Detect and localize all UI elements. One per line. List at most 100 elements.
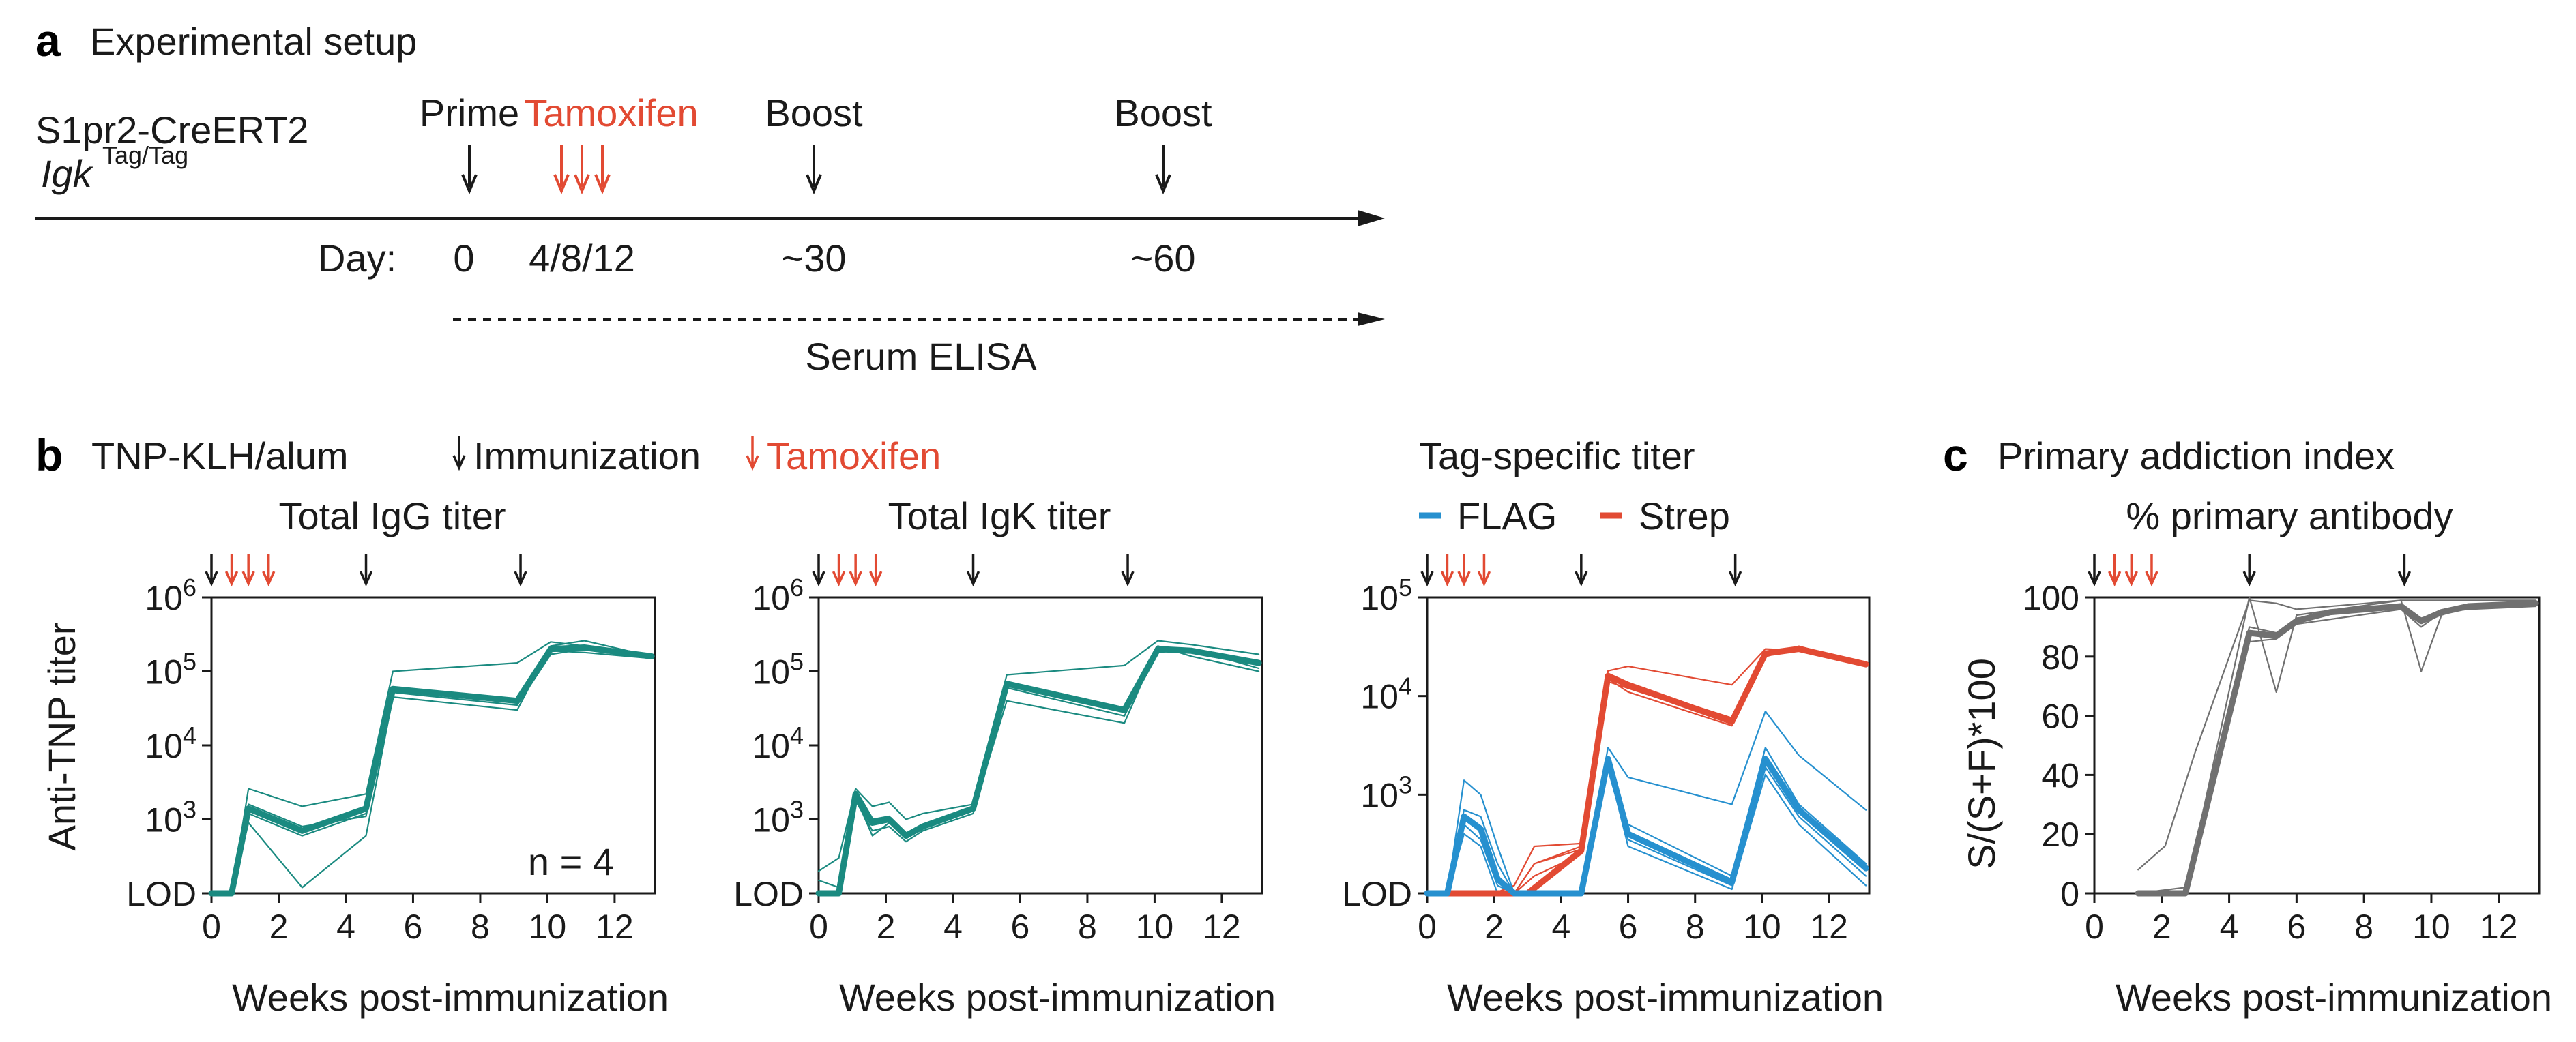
immunization-arrow-icon (205, 554, 218, 587)
serum-arrowhead-icon (1358, 312, 1385, 326)
x-tick-label: 4 (2220, 908, 2239, 946)
immunization-arrow-icon (514, 554, 527, 587)
y-tick-label: 103 (1360, 771, 1412, 814)
tamoxifen-arrow-icon (1440, 554, 1454, 587)
y-tick-label: 20 (2041, 816, 2079, 854)
y-tick-label: 80 (2041, 638, 2079, 676)
tamoxifen-arrow-icon (1457, 554, 1471, 587)
chart-total-igg: Total IgG titer 0 2 4 6 8 10 12 Weeks post-immun… (126, 494, 669, 1019)
individual-series-line (817, 640, 1260, 872)
serum-elisa-label: Serum ELISA (805, 335, 1037, 378)
x-axis-label: Weeks post-immunization (1447, 976, 1884, 1019)
panel-a-title: Experimental setup (90, 20, 417, 63)
tamoxifen-legend-arrow-icon (746, 436, 759, 471)
antigen-label: TNP-KLH/alum (91, 434, 349, 477)
immunization-arrow-icon (2397, 554, 2412, 587)
x-tick-label: 8 (1078, 908, 1097, 946)
plot-frame (1426, 596, 1871, 895)
y-tick-label: 100 (2023, 579, 2079, 617)
y-tick-label: 60 (2041, 698, 2079, 736)
x-tick-label: 0 (809, 908, 828, 946)
day-tamoxifen: 4/8/12 (529, 237, 635, 280)
event-tamoxifen-label: Tamoxifen (524, 91, 698, 134)
x-tick-label: 10 (1743, 908, 1781, 946)
x-tick-label: 6 (1619, 908, 1638, 946)
tamoxifen-arrow-icon (2124, 554, 2138, 587)
immunization-arrow-icon (359, 554, 373, 587)
immunization-legend-arrow-icon (452, 436, 466, 471)
y-tick-label: 104 (1360, 672, 1412, 716)
immunization-arrow-icon (1121, 554, 1135, 587)
chart-title: Total IgK titer (888, 494, 1111, 537)
timeline-arrows (461, 145, 1171, 195)
mouse-line-label: S1pr2-CreERT2 (35, 108, 308, 151)
panel-b-header: b TNP-KLH/alum Immunization Tamoxifen Ta… (35, 430, 1730, 851)
panel-c-letter: c (1943, 430, 1968, 480)
boost-arrow-icon (806, 145, 822, 195)
x-tick-label: 10 (2412, 908, 2450, 946)
x-tick-label: 4 (336, 908, 355, 946)
legend-immunization-label: Immunization (473, 434, 701, 477)
immunization-arrow-icon (1420, 554, 1434, 587)
day-label: Day: (318, 237, 396, 280)
x-tick-label: 8 (2354, 908, 2373, 946)
timeline-arrowhead-icon (1358, 210, 1385, 226)
x-tick-label: 6 (1011, 908, 1030, 946)
panel-a-letter: a (35, 15, 61, 65)
immunization-arrow-icon (812, 554, 825, 587)
x-tick-label: 2 (1484, 908, 1504, 946)
x-tick-label: 12 (2480, 908, 2518, 946)
immunization-arrow-icon (2242, 554, 2256, 587)
x-tick-label: 6 (2287, 908, 2306, 946)
immunization-arrow-icon (966, 554, 980, 587)
prime-arrow-icon (461, 145, 478, 195)
y-tick-label: 103 (752, 796, 804, 839)
n-label: n = 4 (528, 840, 614, 883)
tamoxifen-arrow-icon (1477, 554, 1491, 587)
plot-frame (817, 596, 1263, 895)
y-tick-label: LOD (733, 875, 804, 913)
x-axis-label: Weeks post-immunization (839, 976, 1276, 1019)
tag-title: Tag-specific titer (1419, 434, 1695, 477)
x-tick-label: 0 (1418, 908, 1437, 946)
x-tick-label: 4 (943, 908, 963, 946)
y-tick-label: 0 (2060, 875, 2079, 913)
panel-c-header: c Primary addiction index S/(S+F)*100 (1943, 430, 2395, 869)
x-tick-label: 8 (471, 908, 490, 946)
event-prime-label: Prime (420, 91, 519, 134)
flag-mean-series-line (1424, 756, 1869, 897)
panel-b-letter: b (35, 430, 63, 480)
y-tick-label: 103 (145, 796, 196, 839)
boost-arrow-icon (1155, 145, 1171, 195)
event-boost-1-label: Boost (765, 91, 863, 134)
legend-flag-label: FLAG (1457, 494, 1557, 537)
tamoxifen-arrow-icon (553, 145, 570, 195)
mouse-gene-label: Igk (41, 152, 94, 195)
y-tick-label: 104 (145, 721, 196, 765)
y-axis-label-titer: Anti-TNP titer (40, 622, 83, 850)
x-tick-label: 0 (202, 908, 221, 946)
y-tick-label: 105 (1360, 574, 1412, 617)
tamoxifen-arrow-icon (241, 554, 255, 587)
event-boost-2-label: Boost (1114, 91, 1212, 134)
y-tick-label: 40 (2041, 756, 2079, 794)
day-30: ~30 (782, 237, 847, 280)
x-tick-label: 12 (596, 908, 634, 946)
x-tick-label: 0 (2085, 908, 2104, 946)
chart-tag-specific: 0 2 4 6 8 10 12 Weeks post-immunization LOD 103 10… (1342, 554, 1884, 1019)
mouse-gene-superscript: Tag/Tag (102, 141, 188, 169)
x-tick-label: 12 (1810, 908, 1848, 946)
x-tick-label: 2 (2152, 908, 2171, 946)
x-tick-label: 10 (1136, 908, 1174, 946)
y-tick-label: LOD (126, 875, 196, 913)
mean-series-line (815, 646, 1262, 897)
tamoxifen-arrow-icon (849, 554, 862, 587)
chart-title: Total IgG titer (278, 494, 506, 537)
individual-series-line (817, 648, 1260, 895)
x-tick-label: 2 (269, 908, 289, 946)
x-tick-label: 6 (404, 908, 423, 946)
immunization-arrow-icon (1729, 554, 1742, 587)
individual-series-line (2137, 599, 2537, 871)
tamoxifen-arrow-icon (574, 145, 590, 195)
